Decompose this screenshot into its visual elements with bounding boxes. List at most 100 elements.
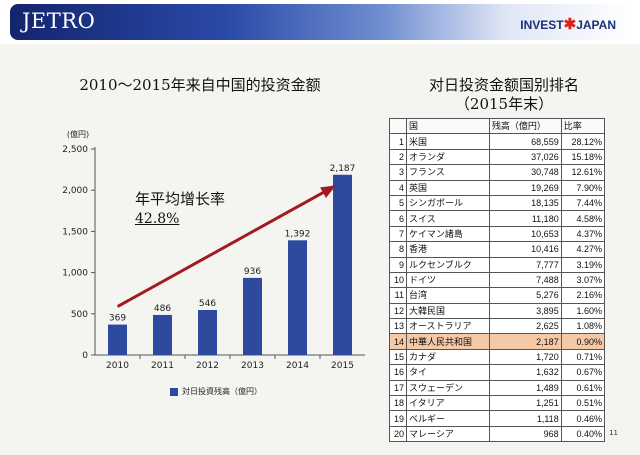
table-subtitle: （2015年末） (454, 95, 554, 113)
bar-value-label: 936 (244, 267, 261, 277)
table-row: 20 マレーシア 968 0.40% (389, 425, 606, 443)
table-row: 1 米国 68,559 28.12% (389, 133, 606, 150)
ratio-cell: 0.90% (560, 333, 606, 350)
trend-arrow-shaft (116, 185, 335, 308)
table-row: 2 オランダ 37,026 15.18% (389, 148, 606, 166)
rank-cell: 4 (389, 179, 407, 196)
jetro-logo: JETRO (22, 9, 96, 33)
y-tick-label: 1,000 (62, 269, 88, 279)
country-cell: 香港 (406, 241, 490, 258)
bar-value-label: 1,392 (285, 229, 311, 239)
ratio-cell: 3.19% (560, 256, 606, 273)
trend-arrow-head (320, 185, 337, 198)
bar (333, 174, 352, 355)
amount-cell: 1,632 (488, 364, 562, 381)
rank-cell: 2 (389, 148, 407, 166)
rank-cell: 14 (389, 333, 407, 350)
table-row: 5 シンガポール 18,135 7.44% (389, 194, 606, 212)
country-cell: 米国 (406, 133, 490, 150)
amount-cell: 37,026 (488, 148, 562, 166)
bar (153, 314, 172, 355)
invest-japan-logo: INVEST✱JAPAN (520, 15, 616, 33)
ranking-table: 国 残高（億円） 比率 1 米国 68,559 28.12% 2 オランダ 37,026 15… (389, 117, 606, 443)
rank-cell: 19 (389, 410, 407, 427)
amount-cell: 18,135 (488, 194, 562, 212)
table-row: 10 ドイツ 7,488 3.07% (389, 271, 606, 289)
rank-cell: 5 (389, 194, 407, 212)
bar (198, 310, 217, 355)
table-row: 7 ケイマン諸島 10,653 4.37% (389, 225, 606, 243)
y-tick-label: 2,000 (62, 186, 88, 196)
table-row: 18 イタリア 1,251 0.51% (389, 395, 606, 412)
country-cell: ドイツ (406, 271, 490, 289)
chart-title: 2010～2015年来自中国的投资金额 (79, 76, 321, 94)
rank-cell: 17 (389, 379, 407, 397)
ratio-header: 比率 (560, 117, 606, 135)
rank-cell: 3 (389, 164, 407, 181)
country-cell: 大韓民国 (406, 302, 490, 320)
y-axis-unit: (億円) (67, 129, 89, 139)
x-tick-label: 2013 (241, 361, 264, 371)
bar (243, 277, 262, 355)
slide-header: JETRO INVEST✱JAPAN (0, 0, 640, 44)
amount-cell: 7,488 (488, 271, 562, 289)
ratio-cell: 0.51% (560, 395, 606, 412)
rank-cell: 18 (389, 395, 407, 412)
amount-cell: 1,720 (488, 348, 562, 366)
rank-cell: 6 (389, 210, 407, 227)
bar-value-label: 369 (109, 314, 126, 324)
country-cell: カナダ (406, 348, 490, 366)
ratio-cell: 2.16% (560, 287, 606, 304)
country-cell: 台湾 (406, 287, 490, 304)
table-row: 14 中華人民共和国 2,187 0.90% (389, 333, 606, 350)
bar (108, 324, 127, 355)
amount-cell: 10,416 (488, 241, 562, 258)
country-cell: オーストラリア (406, 318, 490, 335)
ratio-cell: 4.27% (560, 241, 606, 258)
bar-chart: (億円) 0 500 1,000 1,500 2,000 2,500 369 2010 486 20… (62, 129, 365, 371)
ratio-cell: 0.61% (560, 379, 606, 397)
x-tick-label: 2012 (196, 361, 219, 371)
country-cell: オランダ (406, 148, 490, 166)
rank-cell: 13 (389, 318, 407, 335)
country-cell: マレーシア (406, 425, 490, 443)
amount-cell: 11,180 (488, 210, 562, 227)
bar (288, 240, 307, 355)
country-cell: フランス (406, 164, 490, 181)
rank-cell: 16 (389, 364, 407, 381)
x-tick-label: 2010 (106, 361, 129, 371)
ratio-cell: 0.71% (560, 348, 606, 366)
rank-cell: 8 (389, 241, 407, 258)
table-row: 17 スウェーデン 1,489 0.61% (389, 379, 606, 397)
rank-cell: 7 (389, 225, 407, 243)
amount-cell: 3,895 (488, 302, 562, 320)
amount-cell: 2,625 (488, 318, 562, 335)
amount-cell: 1,489 (488, 379, 562, 397)
amount-cell: 10,653 (488, 225, 562, 243)
country-cell: 中華人民共和国 (406, 333, 490, 350)
table-row: 11 台湾 5,276 2.16% (389, 287, 606, 304)
y-tick-label: 1,500 (62, 227, 88, 237)
table-header-row: 国 残高（億円） 比率 (389, 117, 606, 135)
rank-cell: 11 (389, 287, 407, 304)
x-tick-label: 2015 (331, 361, 354, 371)
legend-label: 対日投資残高（億円） (182, 387, 262, 396)
ratio-cell: 15.18% (560, 148, 606, 166)
page-number: 11 (609, 429, 618, 437)
table-row: 3 フランス 30,748 12.61% (389, 164, 606, 181)
chart-legend: 対日投資残高（億円） (170, 386, 262, 397)
ratio-cell: 12.61% (560, 164, 606, 181)
country-cell: スウェーデン (406, 379, 490, 397)
country-cell: イタリア (406, 395, 490, 412)
table-row: 9 ルクセンブルク 7,777 3.19% (389, 256, 606, 273)
ratio-cell: 0.46% (560, 410, 606, 427)
growth-rate-label: 年平均增长率 (135, 190, 226, 208)
growth-rate-value: 42.8% (135, 211, 180, 227)
ratio-cell: 4.58% (560, 210, 606, 227)
ratio-cell: 7.90% (560, 179, 606, 196)
table-row: 19 ベルギー 1,118 0.46% (389, 410, 606, 427)
amount-cell: 30,748 (488, 164, 562, 181)
country-cell: タイ (406, 364, 490, 381)
table-row: 6 スイス 11,180 4.58% (389, 210, 606, 227)
amount-cell: 968 (488, 425, 562, 443)
